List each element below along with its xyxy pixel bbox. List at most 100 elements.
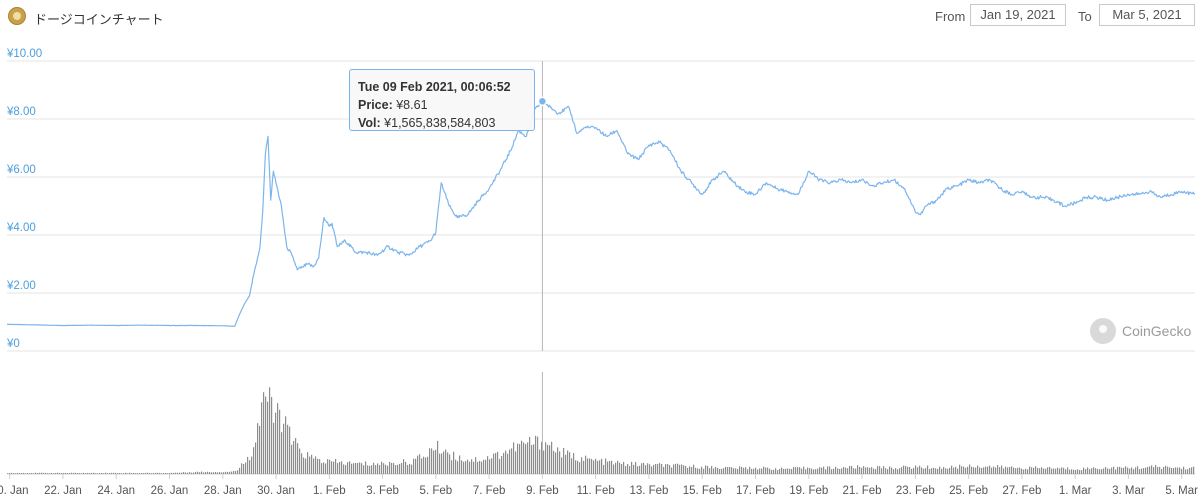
volume-bar bbox=[321, 463, 323, 474]
volume-bar bbox=[371, 465, 373, 474]
volume-bar bbox=[419, 454, 421, 474]
volume-bar bbox=[365, 461, 367, 474]
volume-bar bbox=[893, 469, 895, 474]
volume-bar bbox=[439, 453, 441, 474]
volume-bar bbox=[1099, 469, 1101, 474]
volume-bar bbox=[609, 461, 611, 474]
volume-bar bbox=[1169, 467, 1171, 474]
volume-bar bbox=[863, 466, 865, 474]
volume-bar bbox=[103, 473, 105, 474]
x-tick-label: 7. Feb bbox=[473, 485, 506, 497]
volume-bar bbox=[223, 472, 225, 474]
volume-bar bbox=[149, 473, 151, 474]
volume-bar bbox=[937, 468, 939, 474]
y-tick-label: ¥2.00 bbox=[6, 280, 36, 292]
volume-bar bbox=[19, 472, 21, 474]
volume-bar bbox=[639, 465, 641, 474]
volume-bar bbox=[459, 455, 461, 474]
volume-bar bbox=[1053, 468, 1055, 474]
volume-bar bbox=[385, 464, 387, 474]
volume-bar bbox=[301, 453, 303, 474]
volume-bar bbox=[541, 441, 543, 474]
volume-bar bbox=[941, 468, 943, 474]
volume-bar bbox=[121, 473, 123, 474]
volume-bar bbox=[677, 463, 679, 474]
volume-bar bbox=[291, 444, 293, 474]
volume-bar bbox=[715, 466, 717, 474]
volume-bar bbox=[1173, 468, 1175, 474]
volume-bar bbox=[55, 473, 57, 474]
volume-bar bbox=[43, 472, 45, 474]
volume-bar bbox=[647, 463, 649, 474]
volume-bar bbox=[331, 461, 333, 474]
volume-bar bbox=[163, 472, 165, 474]
volume-bar bbox=[785, 468, 787, 474]
volume-bar bbox=[369, 465, 371, 474]
volume-bar bbox=[333, 461, 335, 474]
volume-bar bbox=[1113, 466, 1115, 474]
volume-bar bbox=[415, 458, 417, 474]
volume-bar bbox=[275, 412, 277, 474]
volume-bar bbox=[69, 472, 71, 474]
volume-bar bbox=[427, 456, 429, 474]
volume-bar bbox=[471, 459, 473, 474]
volume-bar bbox=[1087, 467, 1089, 474]
volume-bar bbox=[211, 472, 213, 474]
x-tick-label: 17. Feb bbox=[736, 485, 775, 497]
volume-bar bbox=[697, 468, 699, 474]
from-date-input[interactable]: Jan 19, 2021 bbox=[970, 4, 1066, 26]
volume-bar bbox=[761, 468, 763, 474]
volume-bar bbox=[105, 472, 107, 474]
volume-bar bbox=[449, 454, 451, 474]
volume-bar bbox=[1017, 467, 1019, 474]
volume-bar bbox=[571, 458, 573, 474]
volume-bar bbox=[579, 462, 581, 474]
volume-bar bbox=[987, 466, 989, 474]
volume-bar bbox=[45, 472, 47, 474]
volume-bar bbox=[75, 472, 77, 474]
volume-bar bbox=[703, 468, 705, 474]
to-date-input[interactable]: Mar 5, 2021 bbox=[1099, 4, 1195, 26]
volume-bar bbox=[99, 473, 101, 474]
volume-bar bbox=[15, 473, 17, 474]
volume-bar bbox=[665, 464, 667, 474]
volume-bar bbox=[337, 463, 339, 474]
volume-bar bbox=[545, 442, 547, 474]
volume-bar bbox=[1065, 469, 1067, 474]
volume-bar bbox=[759, 468, 761, 474]
volume-bar bbox=[1115, 469, 1117, 474]
volume-bar bbox=[563, 447, 565, 474]
volume-bar bbox=[37, 473, 39, 474]
x-tick-label: 23. Feb bbox=[896, 485, 935, 497]
volume-bar bbox=[857, 465, 859, 474]
y-tick-label: ¥0 bbox=[6, 338, 20, 350]
volume-bar bbox=[243, 464, 245, 474]
volume-bar bbox=[377, 463, 379, 474]
volume-bar bbox=[349, 461, 351, 474]
volume-bar bbox=[487, 456, 489, 474]
volume-bar bbox=[783, 468, 785, 474]
volume-bar bbox=[619, 462, 621, 474]
x-tick-label: 1. Feb bbox=[313, 485, 346, 497]
volume-bar bbox=[557, 447, 559, 474]
volume-bar bbox=[455, 459, 457, 474]
volume-bar bbox=[565, 454, 567, 474]
volume-bar bbox=[735, 468, 737, 474]
volume-bar bbox=[1167, 466, 1169, 474]
volume-bar bbox=[603, 464, 605, 474]
volume-bar bbox=[933, 467, 935, 474]
volume-bar bbox=[669, 465, 671, 474]
y-tick-label: ¥10.00 bbox=[6, 48, 42, 60]
y-tick-label: ¥6.00 bbox=[6, 164, 36, 176]
volume-bar bbox=[1063, 467, 1065, 474]
volume-bar bbox=[711, 466, 713, 474]
volume-bar bbox=[1189, 467, 1191, 474]
x-tick-label: 20. Jan bbox=[0, 485, 29, 497]
volume-bar bbox=[13, 473, 15, 474]
volume-bar bbox=[633, 464, 635, 474]
volume-bar bbox=[965, 467, 967, 474]
volume-bar bbox=[129, 472, 131, 474]
volume-bar bbox=[1159, 466, 1161, 474]
volume-bar bbox=[1163, 466, 1165, 474]
